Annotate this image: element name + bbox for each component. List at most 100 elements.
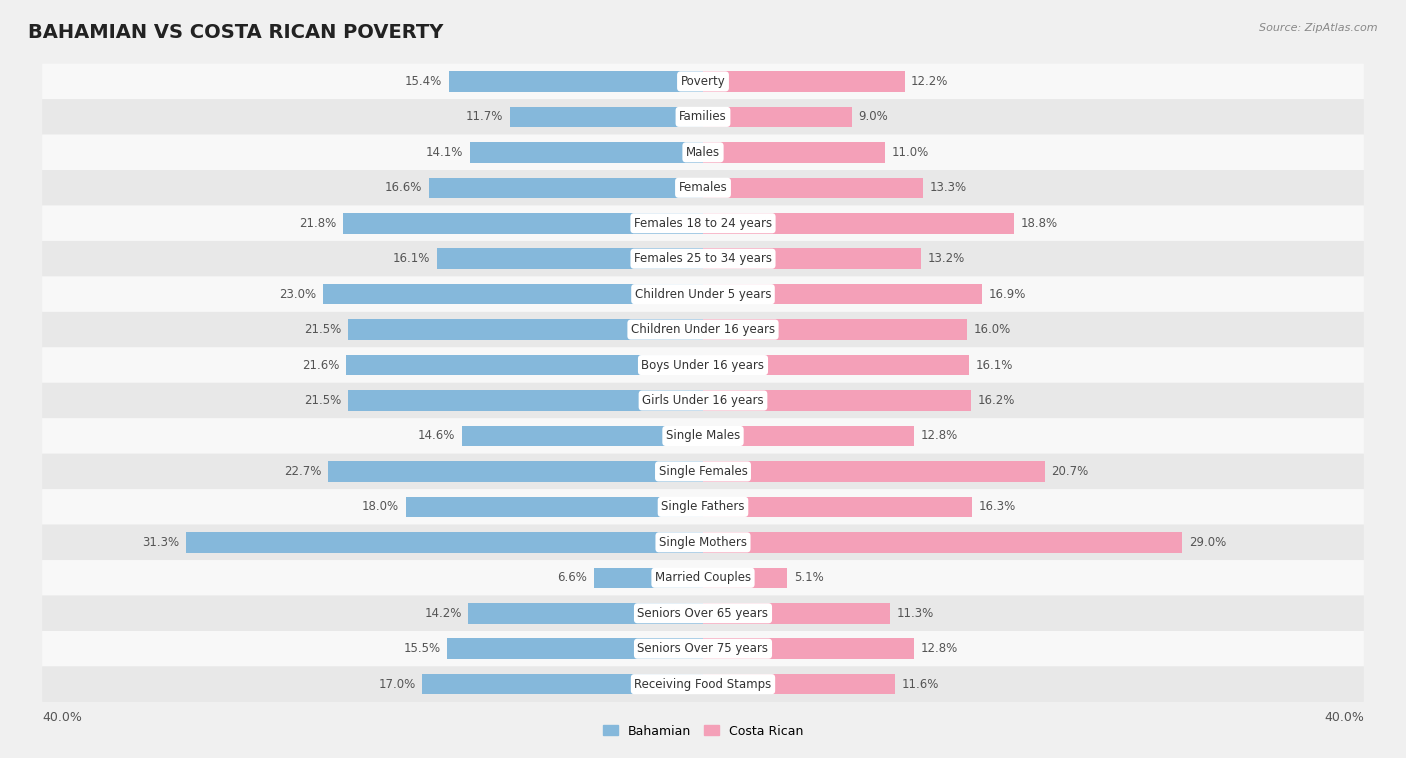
Text: Females 25 to 34 years: Females 25 to 34 years [634,252,772,265]
Bar [346,355,703,375]
Text: 6.6%: 6.6% [558,572,588,584]
Bar [461,426,703,446]
Text: 15.5%: 15.5% [404,642,440,655]
Bar [593,568,703,588]
Bar [405,496,703,517]
Text: BAHAMIAN VS COSTA RICAN POVERTY: BAHAMIAN VS COSTA RICAN POVERTY [28,23,443,42]
Text: Children Under 5 years: Children Under 5 years [634,287,772,301]
Bar [468,603,703,624]
Bar [703,177,922,198]
Bar [703,603,890,624]
Text: Males: Males [686,146,720,159]
FancyBboxPatch shape [42,631,1364,666]
Text: Boys Under 16 years: Boys Under 16 years [641,359,765,371]
Text: 21.5%: 21.5% [304,394,342,407]
Text: Single Fathers: Single Fathers [661,500,745,513]
Legend: Bahamian, Costa Rican: Bahamian, Costa Rican [598,719,808,743]
Text: 16.3%: 16.3% [979,500,1017,513]
Text: 22.7%: 22.7% [284,465,322,478]
Bar [703,426,914,446]
Text: 18.8%: 18.8% [1021,217,1057,230]
Bar [347,390,703,411]
FancyBboxPatch shape [42,277,1364,312]
FancyBboxPatch shape [42,596,1364,631]
Text: 16.6%: 16.6% [385,181,422,194]
Bar [422,674,703,694]
FancyBboxPatch shape [42,418,1364,454]
FancyBboxPatch shape [42,170,1364,205]
Bar [328,461,703,482]
Bar [703,568,787,588]
Text: 14.2%: 14.2% [425,606,461,620]
Text: 29.0%: 29.0% [1188,536,1226,549]
Bar [449,71,703,92]
Text: 12.8%: 12.8% [921,430,959,443]
Bar [347,319,703,340]
Text: 13.3%: 13.3% [929,181,966,194]
FancyBboxPatch shape [42,64,1364,99]
Text: 21.6%: 21.6% [302,359,339,371]
Text: Seniors Over 65 years: Seniors Over 65 years [637,606,769,620]
Text: 9.0%: 9.0% [858,111,889,124]
Bar [429,177,703,198]
FancyBboxPatch shape [42,135,1364,170]
Text: 14.1%: 14.1% [426,146,464,159]
Bar [703,461,1045,482]
Text: 14.6%: 14.6% [418,430,456,443]
Text: Receiving Food Stamps: Receiving Food Stamps [634,678,772,691]
Bar [510,107,703,127]
Text: 40.0%: 40.0% [42,711,82,724]
Text: Girls Under 16 years: Girls Under 16 years [643,394,763,407]
Bar [186,532,703,553]
Text: 15.4%: 15.4% [405,75,441,88]
FancyBboxPatch shape [42,489,1364,525]
Text: Families: Families [679,111,727,124]
FancyBboxPatch shape [42,312,1364,347]
FancyBboxPatch shape [42,347,1364,383]
FancyBboxPatch shape [42,560,1364,596]
Bar [703,674,894,694]
Text: 11.7%: 11.7% [465,111,503,124]
FancyBboxPatch shape [42,454,1364,489]
Text: Children Under 16 years: Children Under 16 years [631,323,775,336]
Text: 31.3%: 31.3% [142,536,180,549]
FancyBboxPatch shape [42,241,1364,277]
Bar [703,390,970,411]
Text: 11.0%: 11.0% [891,146,928,159]
Bar [343,213,703,233]
Bar [703,213,1014,233]
Bar [703,71,904,92]
Text: Females 18 to 24 years: Females 18 to 24 years [634,217,772,230]
Bar [437,249,703,269]
Text: 23.0%: 23.0% [280,287,316,301]
Bar [703,638,914,659]
Text: 5.1%: 5.1% [794,572,824,584]
Text: 20.7%: 20.7% [1052,465,1088,478]
Bar [703,107,852,127]
Text: 40.0%: 40.0% [1324,711,1364,724]
Bar [703,283,983,305]
Bar [703,319,967,340]
Text: Single Females: Single Females [658,465,748,478]
Text: Females: Females [679,181,727,194]
FancyBboxPatch shape [42,666,1364,702]
Bar [323,283,703,305]
Text: Poverty: Poverty [681,75,725,88]
Text: Single Males: Single Males [666,430,740,443]
Text: 17.0%: 17.0% [378,678,416,691]
Text: Source: ZipAtlas.com: Source: ZipAtlas.com [1260,23,1378,33]
Bar [470,142,703,163]
Text: 11.3%: 11.3% [896,606,934,620]
Text: 16.0%: 16.0% [974,323,1011,336]
Bar [703,249,921,269]
Text: 21.8%: 21.8% [299,217,336,230]
Text: Married Couples: Married Couples [655,572,751,584]
Text: 13.2%: 13.2% [928,252,965,265]
Bar [703,532,1182,553]
Bar [447,638,703,659]
FancyBboxPatch shape [42,383,1364,418]
Text: Single Mothers: Single Mothers [659,536,747,549]
Text: 12.8%: 12.8% [921,642,959,655]
Bar [703,355,969,375]
Bar [703,142,884,163]
